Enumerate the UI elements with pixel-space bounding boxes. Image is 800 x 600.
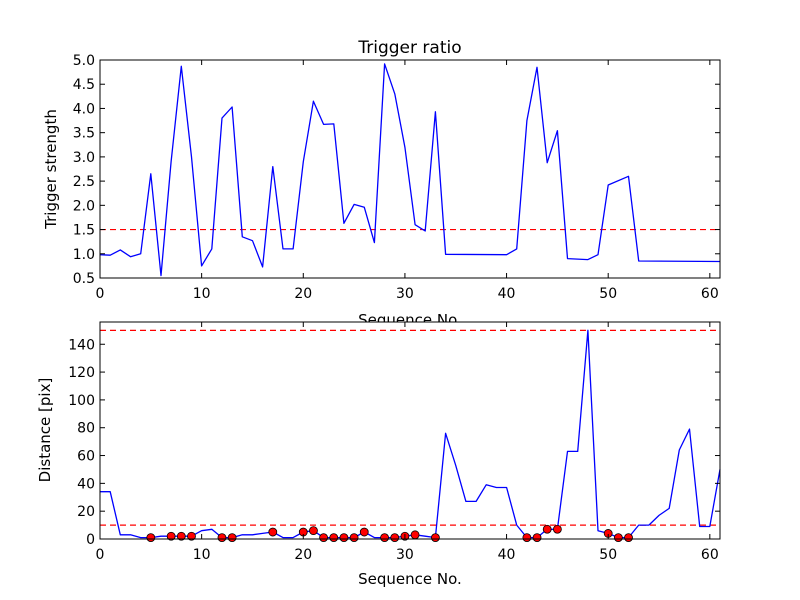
- data-point-marker: [176, 531, 186, 541]
- data-point-marker: [268, 527, 278, 537]
- x-tick-label: 40: [498, 547, 516, 563]
- x-tick-label: 10: [193, 286, 211, 302]
- y-tick-label: 100: [68, 393, 95, 409]
- data-point-marker: [522, 533, 532, 543]
- data-point-marker: [309, 526, 318, 536]
- threshold-line-group: [100, 329, 720, 526]
- y-tick-label: 40: [77, 476, 95, 492]
- trigger-ratio-chart: Trigger ratio 0 10 20 30 40 50 60 0.5 1.0 1.5 2.0 2…: [42, 38, 721, 329]
- data-point-marker: [410, 530, 420, 540]
- data-point-marker: [431, 533, 440, 543]
- x-tick-label: 30: [396, 286, 414, 302]
- data-point-marker: [532, 533, 542, 543]
- x-tick-label: 60: [701, 286, 719, 302]
- y-axis-label: Trigger strength: [42, 109, 60, 230]
- x-tick-label: 30: [396, 547, 414, 563]
- y-tick-label: 3.5: [73, 126, 95, 142]
- x-tick-label: 60: [701, 547, 719, 563]
- plot-frame: [99, 59, 721, 279]
- data-point-marker: [166, 531, 176, 541]
- marker-group: [146, 524, 633, 543]
- y-tick-label: 4.0: [73, 101, 95, 117]
- y-tick-label: 20: [77, 504, 95, 520]
- y-tick-label: 2.5: [73, 174, 95, 190]
- series-group: [99, 63, 721, 277]
- y-tick-label: 3.0: [73, 150, 95, 166]
- y-tick-label: 1.5: [73, 223, 95, 239]
- x-tick-label: 0: [96, 547, 105, 563]
- data-point-marker: [227, 533, 237, 543]
- data-point-marker: [613, 533, 623, 543]
- x-tick-label: 20: [294, 286, 312, 302]
- x-tick-label: 50: [599, 286, 617, 302]
- x-tick-label: 40: [498, 286, 516, 302]
- x-tick-label: 10: [193, 547, 211, 563]
- distance-chart: 0 10 20 30 40 50 60 0 20 40 60 80 100 120 140 Sequence…: [36, 321, 721, 588]
- tick-group: 0 10 20 30 40 50 60 0.5 1.0 1.5 2.0 2.5 3.0 3.5 4.0 4.5…: [73, 53, 720, 302]
- y-tick-label: 4.5: [73, 77, 95, 93]
- data-point-marker: [329, 533, 339, 543]
- data-point-marker: [624, 533, 633, 543]
- data-point-marker: [542, 524, 552, 534]
- y-tick-label: 60: [77, 449, 95, 465]
- data-point-marker: [339, 533, 349, 543]
- x-tick-label: 20: [294, 547, 312, 563]
- plot-frame: [99, 321, 721, 540]
- data-point-marker: [390, 533, 400, 543]
- y-tick-label: 120: [68, 365, 95, 381]
- y-tick-label: 80: [77, 421, 95, 437]
- data-point-marker: [146, 533, 156, 543]
- data-point-marker: [349, 533, 359, 543]
- x-tick-label: 50: [599, 547, 617, 563]
- series-line: [99, 63, 721, 277]
- data-point-marker: [359, 527, 369, 537]
- y-tick-label: 1.0: [73, 247, 95, 263]
- y-tick-label: 5.0: [73, 53, 95, 69]
- x-axis-label: Sequence No.: [358, 570, 462, 588]
- data-point-marker: [380, 533, 389, 543]
- y-tick-label: 140: [68, 337, 95, 353]
- data-point-marker: [187, 531, 196, 541]
- y-axis-label: Distance [pix]: [36, 378, 54, 483]
- plot-area: [100, 322, 720, 539]
- data-point-marker: [217, 533, 227, 543]
- y-tick-label: 0: [86, 532, 95, 548]
- chart-title: Trigger ratio: [357, 38, 461, 58]
- data-point-marker: [319, 533, 329, 543]
- x-tick-label: 0: [96, 286, 105, 302]
- y-tick-label: 2.0: [73, 198, 95, 214]
- plot-area: [100, 60, 720, 278]
- tick-group: 0 10 20 30 40 50 60 0 20 40 60 80 100 120 140: [68, 322, 720, 563]
- data-point-marker: [552, 524, 562, 534]
- y-tick-label: 0.5: [73, 271, 95, 287]
